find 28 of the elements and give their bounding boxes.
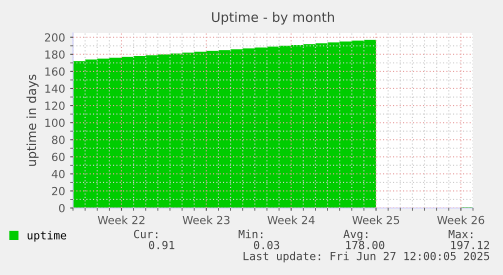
y-tick-label: 120 bbox=[45, 102, 65, 110]
y-tick-label: 20 bbox=[52, 186, 65, 196]
text: Last update: Fri Jun 27 12:00:05 2025 bbox=[244, 252, 490, 262]
x-tick-label: Week 24 bbox=[267, 216, 315, 224]
chart-title: Uptime - by month bbox=[212, 12, 334, 25]
text: Cur: bbox=[134, 230, 158, 238]
x-tick-label: Week 26 bbox=[437, 216, 484, 224]
x-tick-label: Week 23 bbox=[182, 216, 230, 224]
text: 178.00 bbox=[346, 240, 384, 250]
y-tick-label: 200 bbox=[44, 33, 65, 42]
y-tick-label: 140 bbox=[45, 84, 65, 93]
y-tick-label: 40 bbox=[52, 170, 65, 178]
text: Max: bbox=[448, 230, 472, 238]
y-tick-label: 60 bbox=[52, 152, 65, 162]
text: 197.12 bbox=[451, 240, 490, 250]
x-tick-label: Week 25 bbox=[352, 216, 400, 224]
y-tick-label: 160 bbox=[45, 67, 65, 76]
text: 0.03 bbox=[254, 240, 280, 250]
y-tick-label: 100 bbox=[45, 118, 65, 128]
legend-label: uptime bbox=[28, 230, 66, 242]
y-axis-title: uptime in days bbox=[26, 74, 39, 166]
x-tick-label: Week 22 bbox=[98, 216, 144, 224]
y-tick-label: 80 bbox=[52, 136, 65, 144]
y-tick-label: 0 bbox=[59, 204, 65, 212]
y-tick-label: 180 bbox=[45, 50, 65, 59]
text: Min: bbox=[238, 230, 262, 238]
text: 0.91 bbox=[148, 240, 174, 250]
text: Avg: bbox=[343, 230, 368, 240]
